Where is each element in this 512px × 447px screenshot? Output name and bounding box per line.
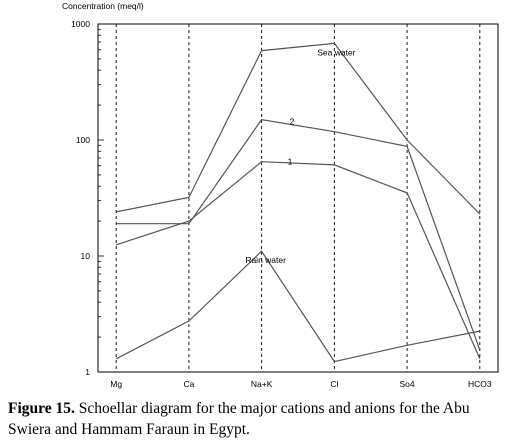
y-tick-label: 10 [81, 251, 91, 261]
plot-frame [97, 23, 499, 373]
schoeller-chart: Concentration (meq/l) Mg Ca Na+K Cl So4 HCO3 1… [62, 1, 499, 389]
series-lines [115, 42, 481, 363]
x-tick-label: Ca [183, 379, 194, 389]
y-axis-label: Concentration (meq/l) [62, 1, 144, 11]
series-line-sea-water [116, 42, 481, 215]
series-line-2 [116, 118, 481, 351]
x-tick-label: HCO3 [468, 379, 492, 389]
figure-number: Figure 15. [8, 400, 75, 417]
series-label: 1 [288, 157, 293, 167]
series-line-rain-water [115, 250, 480, 363]
y-tick-label: 1000 [71, 19, 90, 29]
series-label: Sea water [317, 47, 355, 57]
series-label: 2 [290, 117, 295, 127]
axis-ticks: Mg Ca Na+K Cl So4 HCO3 1 10 100 1000 [71, 19, 492, 389]
series-label: Rain water [245, 255, 286, 265]
x-tick-label: So4 [400, 379, 415, 389]
figure-caption: Figure 15. Schoellar diagram for the maj… [8, 398, 508, 440]
caption-text: Schoellar diagram for the major cations … [8, 400, 470, 438]
x-tick-label: Cl [330, 379, 338, 389]
x-tick-label: Na+K [251, 379, 273, 389]
x-tick-label: Mg [110, 379, 122, 389]
series-line-1 [116, 161, 481, 360]
y-tick-label: 1 [85, 367, 90, 377]
y-tick-label: 100 [76, 135, 90, 145]
series-labels: Sea water 2 1 Rain water [245, 47, 355, 265]
